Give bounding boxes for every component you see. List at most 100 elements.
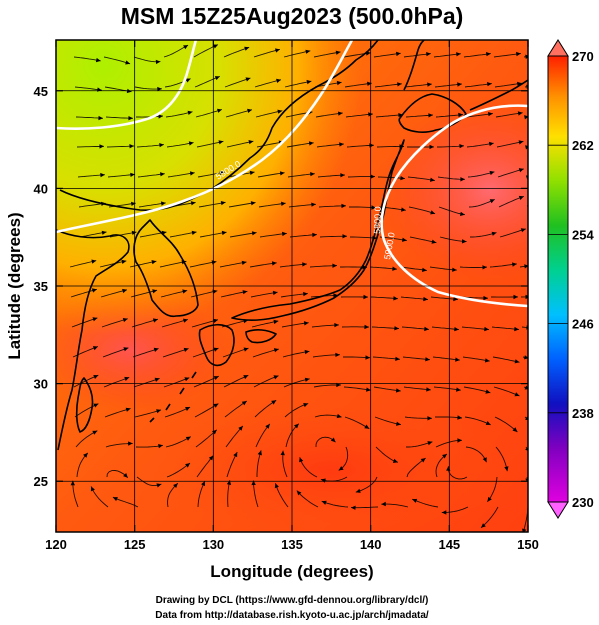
streamline	[437, 145, 465, 148]
streamline-arrowhead	[191, 230, 197, 235]
streamline-arrowhead	[280, 450, 285, 456]
streamline	[135, 444, 163, 448]
streamline-arrowhead	[305, 49, 311, 54]
streamline-arrowhead	[243, 347, 249, 352]
streamline-arrowhead	[275, 48, 280, 53]
streamline-arrowhead	[303, 403, 309, 408]
streamline-arrowhead	[156, 409, 161, 414]
streamline	[464, 416, 491, 426]
streamline-arrowhead	[218, 140, 224, 145]
streamline-arrowhead	[100, 172, 105, 178]
streamline-arrowhead	[308, 141, 314, 146]
coastlines	[56, 40, 528, 451]
streamline	[250, 291, 278, 298]
streamline	[403, 53, 431, 58]
streamline-arrowhead	[486, 52, 491, 57]
coastline-sakhalin	[403, 40, 425, 91]
streamline-arrowhead	[424, 326, 429, 332]
streamline-arrowhead	[330, 437, 336, 443]
streamline	[374, 416, 401, 426]
streamline-arrowhead	[276, 78, 281, 83]
streamline-arrowhead	[265, 423, 270, 429]
streamline-arrowhead	[189, 171, 195, 176]
streamline-arrowhead	[355, 488, 361, 493]
credit-drawing: Drawing by DCL (https://www.gfd-dennou.o…	[156, 595, 429, 606]
y-tick-label: 30	[34, 377, 48, 392]
streamline-arrowhead	[182, 289, 188, 294]
streamline-arrowhead	[91, 288, 97, 293]
streamline-arrowhead	[397, 82, 402, 87]
streamline	[71, 317, 98, 328]
streamline-arrowhead	[160, 172, 165, 177]
streamline-arrowhead	[310, 172, 315, 177]
streamline-arrowhead	[428, 113, 433, 118]
streamline	[405, 114, 433, 118]
streamline-arrowhead	[482, 265, 487, 270]
streamline	[280, 293, 308, 298]
streamline-arrowhead	[243, 375, 249, 380]
streamline-arrowhead	[160, 201, 166, 206]
streamline-arrowhead	[512, 427, 518, 432]
streamline-arrowhead	[173, 483, 178, 488]
streamline-arrowhead	[129, 144, 134, 149]
streamline	[468, 198, 495, 208]
streamline-arrowhead	[340, 173, 345, 178]
streamline-arrowhead	[336, 413, 342, 419]
streamline-arrowhead	[396, 421, 401, 426]
streamline	[288, 203, 316, 208]
streamline-arrowhead	[395, 356, 400, 361]
streamline-arrowhead	[183, 45, 189, 50]
x-tick-label: 120	[45, 537, 67, 552]
streamline-arrowhead	[341, 203, 346, 209]
streamline-arrowhead	[128, 116, 133, 121]
streamline-arrowhead	[393, 296, 398, 301]
streamline-arrowhead	[516, 51, 521, 57]
x-tick-label: 150	[517, 537, 539, 552]
streamline-arrowhead	[83, 452, 88, 458]
streamline-arrowhead	[281, 201, 286, 206]
streamline-arrowhead	[332, 263, 337, 268]
streamline-arrowhead	[339, 142, 344, 147]
streamline-arrowhead	[294, 423, 299, 429]
streamline-arrowhead	[518, 140, 524, 145]
streamline-arrowhead	[518, 168, 524, 173]
streamline-arrowhead	[402, 237, 407, 242]
streamline-arrowhead	[426, 52, 431, 57]
streamline	[287, 173, 315, 178]
streamline	[167, 482, 179, 508]
x-tick-label: 130	[202, 537, 224, 552]
streamline-arrowhead	[273, 375, 279, 380]
streamline-arrowhead	[152, 318, 158, 323]
streamline-arrowhead	[363, 294, 368, 300]
streamline-arrowhead	[220, 201, 226, 206]
streamline-arrowhead	[296, 490, 302, 496]
streamline-arrowhead	[514, 392, 520, 397]
streamline-arrowhead	[303, 291, 308, 297]
streamline-arrowhead	[121, 259, 127, 264]
y-tick-label: 45	[34, 84, 48, 99]
streamline-arrowhead	[247, 108, 252, 113]
streamline	[190, 290, 218, 298]
streamline-arrowhead	[459, 144, 464, 149]
streamline	[196, 140, 224, 148]
streamline-arrowhead	[131, 201, 136, 206]
streamline	[253, 375, 279, 388]
streamline	[256, 141, 284, 148]
streamline-arrowhead	[412, 498, 418, 503]
streamline-arrowhead	[158, 444, 163, 449]
streamline	[75, 116, 104, 119]
contour-5800-north	[56, 40, 198, 130]
streamline-arrowhead	[460, 211, 465, 216]
streamline-arrowhead	[420, 458, 426, 463]
streamline	[164, 78, 191, 88]
streamline-arrowhead	[366, 387, 371, 392]
streamline-arrowhead	[453, 296, 458, 302]
streamline	[344, 82, 372, 88]
streamline	[69, 260, 97, 268]
streamline-arrowhead	[489, 199, 495, 204]
streamline	[433, 53, 461, 58]
colorbar-tick-label: 262	[572, 138, 594, 153]
coastline-honshu	[231, 139, 405, 321]
streamline-arrowhead	[248, 140, 254, 145]
streamline-arrowhead	[249, 170, 255, 175]
